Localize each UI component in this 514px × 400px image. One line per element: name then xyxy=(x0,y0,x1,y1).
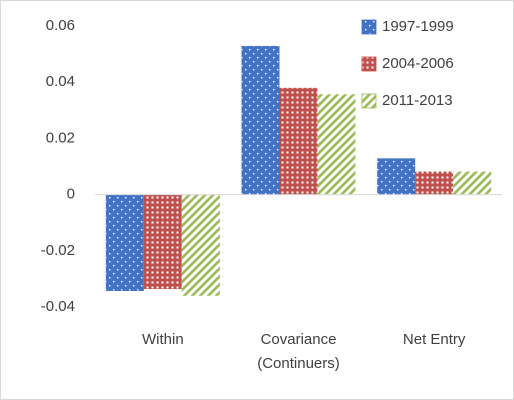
bar xyxy=(181,194,220,296)
x-tick-label: Covariance (Continuers) xyxy=(257,331,340,372)
y-tick-label: -0.04 xyxy=(41,298,75,315)
y-tick-label: 0.04 xyxy=(46,73,75,90)
y-tick-label: 0.02 xyxy=(46,129,75,146)
bar xyxy=(279,87,318,195)
bar xyxy=(415,171,454,195)
bar xyxy=(317,94,356,195)
bar xyxy=(105,194,144,291)
bar xyxy=(377,158,416,195)
legend-label: 2011-2013 xyxy=(382,92,453,109)
bar xyxy=(143,194,182,290)
bar xyxy=(453,171,492,195)
legend-label: 2004-2006 xyxy=(382,55,454,72)
x-tick-label: Net Entry xyxy=(403,331,466,348)
x-tick-label: Within xyxy=(142,331,184,348)
y-tick-label: 0 xyxy=(67,186,75,203)
bar xyxy=(241,45,280,195)
legend-swatch xyxy=(361,19,377,35)
y-tick-label: 0.06 xyxy=(46,17,75,34)
legend-label: 1997-1999 xyxy=(382,18,454,35)
y-tick-label: -0.02 xyxy=(41,242,75,259)
legend-swatch xyxy=(361,56,377,72)
legend-swatch xyxy=(361,93,377,109)
